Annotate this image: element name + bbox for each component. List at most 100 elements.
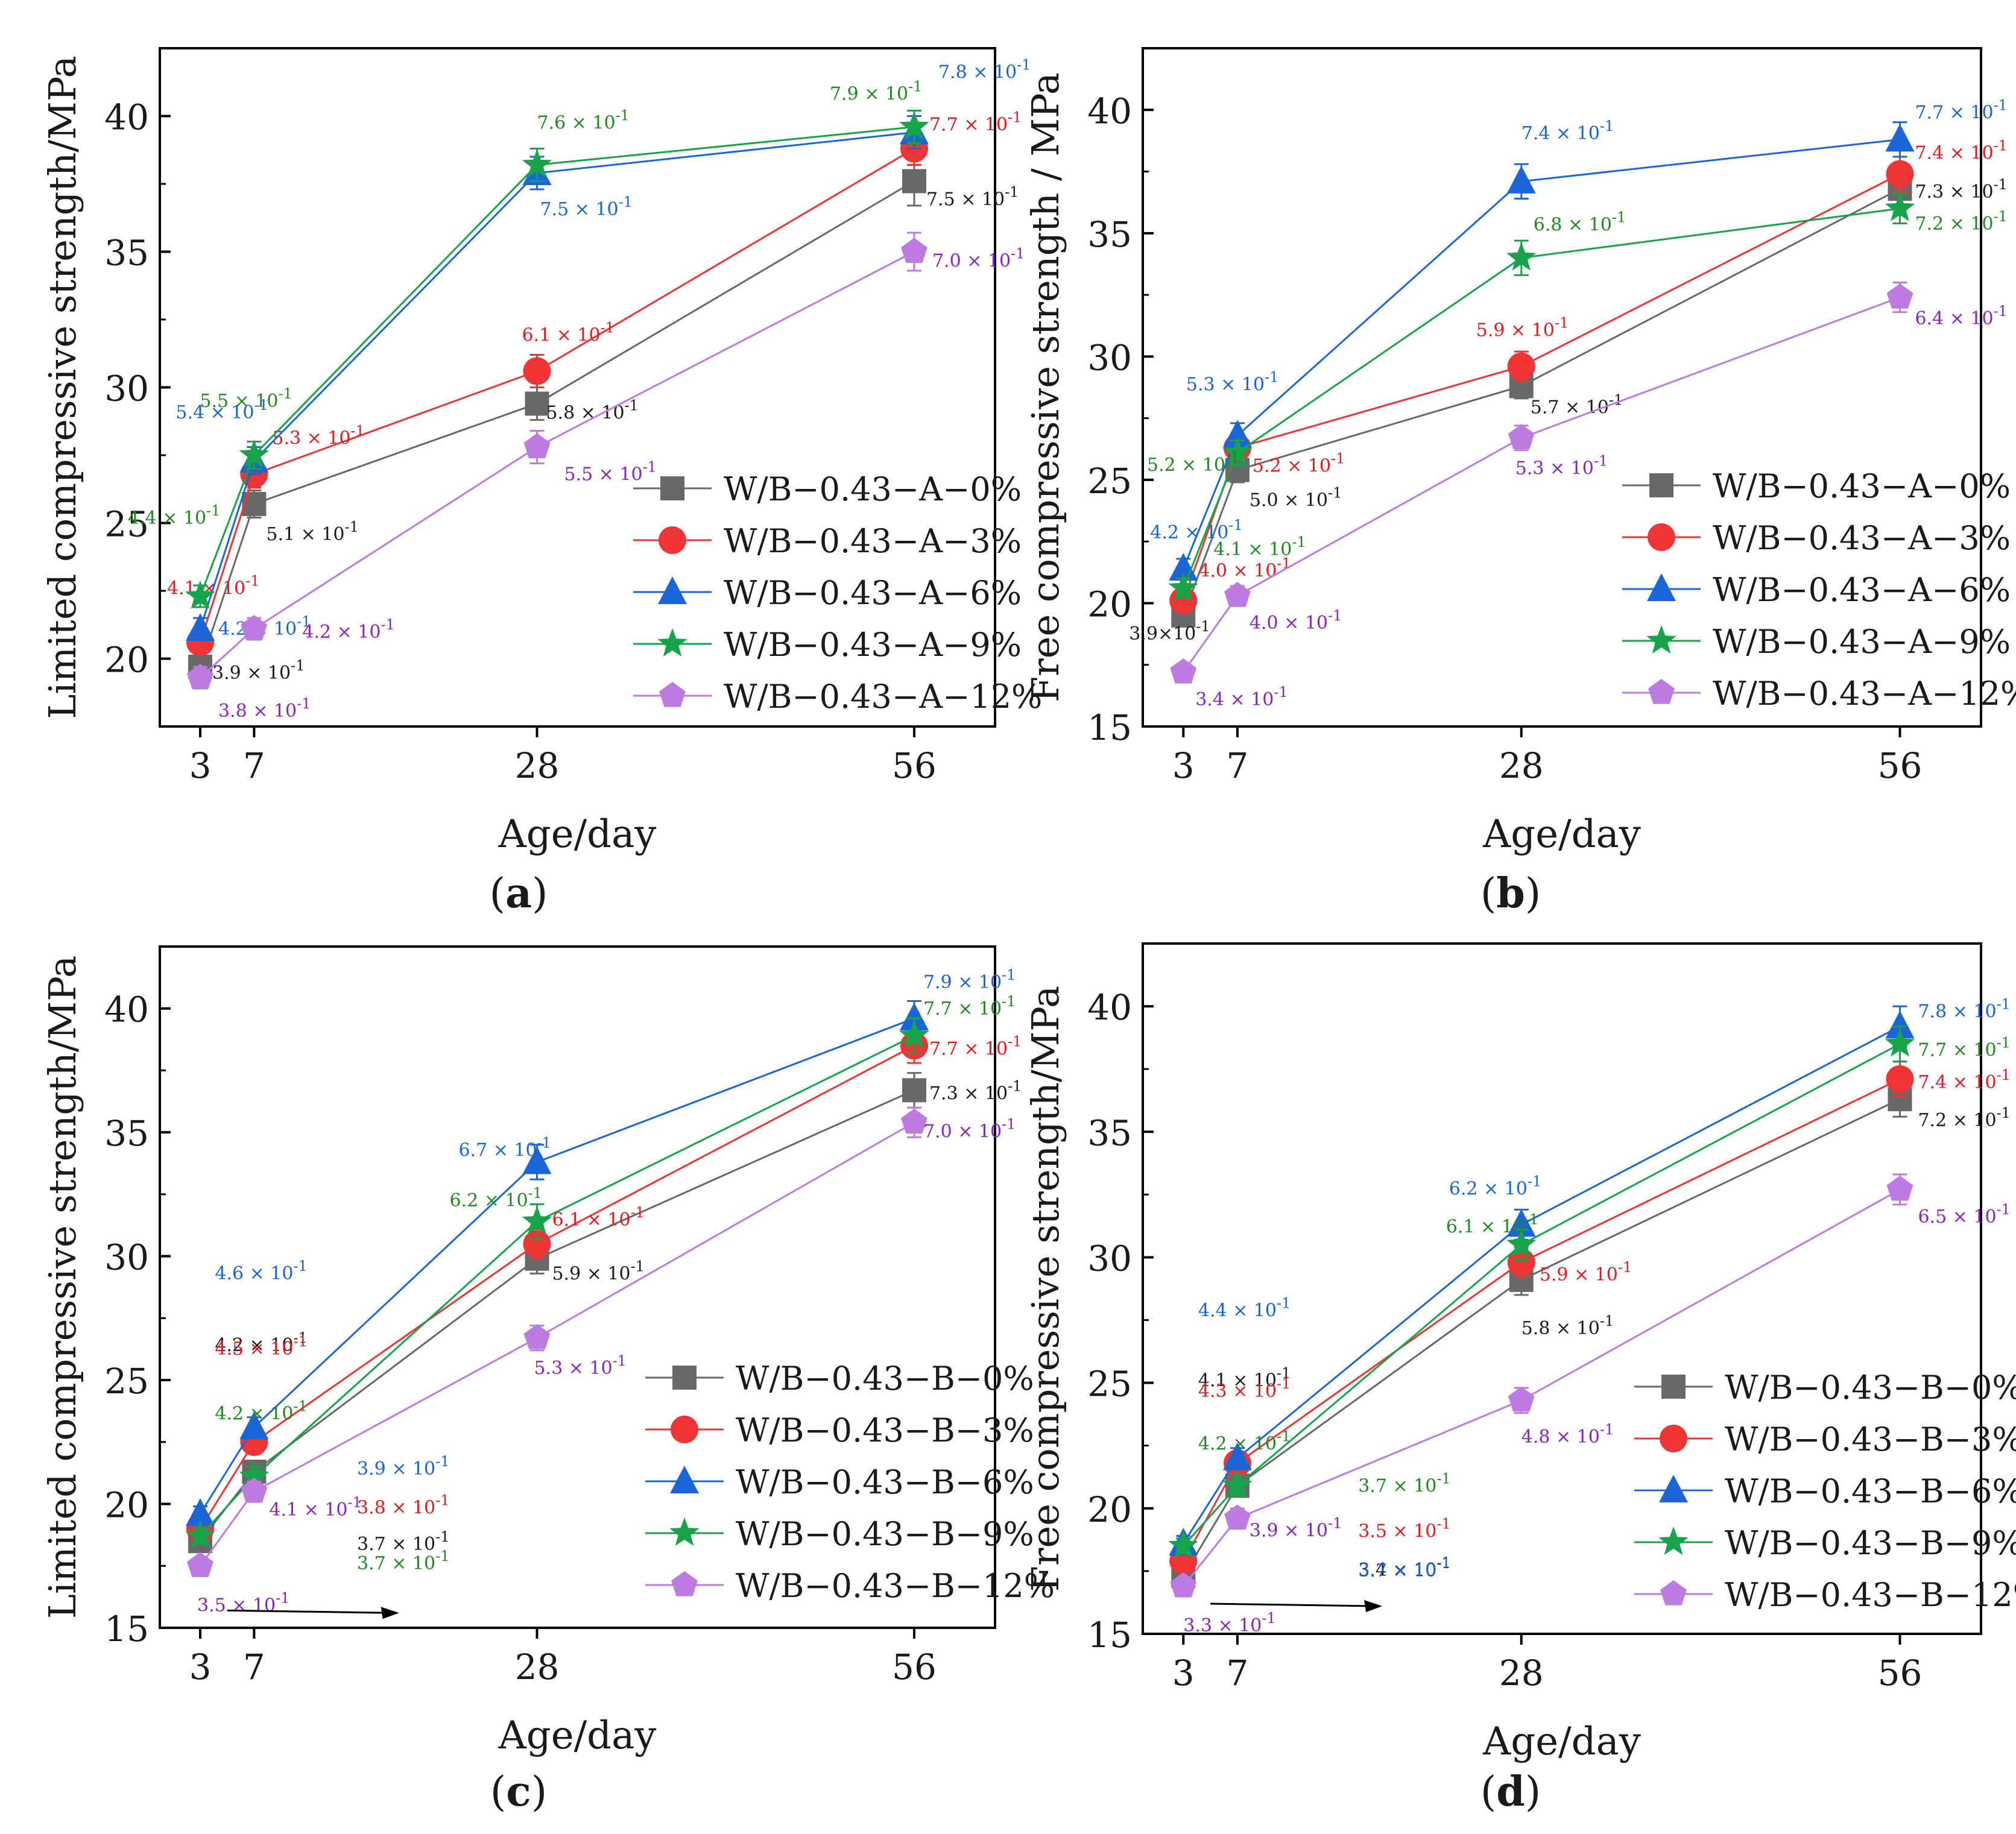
data-label: 7.0 × 10-1 [923,1116,1016,1142]
legend-marker [1661,1375,1686,1399]
data-label: 7.8 × 10-1 [938,57,1031,83]
data-point [1222,1442,1252,1470]
y-tick-label: 40 [1087,90,1132,131]
chart-panel-b: 15 20 25 30 35 40 3 7 28 56 Age/day Free compressiv… [1023,47,2016,857]
data-point [1886,283,1913,309]
y-tick-label: 35 [104,233,149,274]
data-point [901,238,927,263]
data-point [1885,124,1915,152]
data-label: 4.8 × 10-1 [1521,1421,1614,1448]
legend-label: W/B−0.43−B−3% [736,1411,1034,1449]
data-point [239,1411,269,1440]
data-label: 4.6 × 10-1 [215,1258,307,1284]
data-point [1885,192,1915,221]
series-c-2: 3.9 × 10-1 4.6 × 10-1 6.7 × 10-1 7.9 × 10-1 [186,966,1016,1526]
data-label: 3.7 × 10-1 [1358,1555,1450,1581]
y-tick-label: 40 [104,989,149,1030]
data-label: 5.9 × 10-1 [552,1258,644,1285]
data-label: 4.5 × 10-1 [215,1333,307,1360]
data-label: 4.0 × 10-1 [1250,607,1342,634]
data-label: 4.0 × 10-1 [1198,555,1291,581]
data-label: 5.3 × 10-1 [534,1352,626,1379]
data-label: 7.3 × 10-1 [1915,176,2007,203]
y-tick-label: 25 [104,1361,149,1402]
data-point [1170,658,1197,684]
x-tick-label: 7 [1226,745,1248,786]
data-point [899,111,929,140]
legend-marker [659,526,686,554]
legend-marker [1658,1527,1689,1555]
series-line [1182,1078,1901,1561]
data-point [1507,352,1535,380]
data-label: 5.9 × 10-1 [1540,1259,1632,1285]
data-label: 4.2 × 10-1 [302,616,394,643]
y-tick-label: 25 [1087,461,1132,502]
data-point [522,1146,552,1174]
data-point [185,581,215,609]
data-point [522,149,552,178]
data-label: 5.3 × 10-1 [1186,368,1278,395]
data-label: 3.9 × 10-1 [1250,1514,1342,1541]
series-line [1182,138,1900,569]
legend-marker [671,1416,698,1443]
data-point [1885,1028,1915,1057]
legend-marker [1648,679,1675,704]
data-label: 7.7 × 10-1 [929,1033,1022,1059]
y-tick-label: 20 [104,640,149,681]
panel-label-d: (d) [1480,1768,1541,1816]
x-axis-label: Age/day [498,1713,657,1758]
data-point [523,357,551,385]
data-label: 7.0 × 10-1 [932,245,1025,272]
data-label: 4.1 × 10-1 [1213,534,1306,560]
legend-label: W/B−0.43−A−0% [1713,467,2011,505]
y-axis-label: Free compressive strength / MPa [1023,72,1067,702]
annotation-arrow [1210,1602,1374,1607]
y-axis-label: Free compressive strength/MPa [1023,986,1067,1592]
plot-frame [1142,47,1982,728]
data-label: 7.2 × 10-1 [1915,208,2007,235]
series-line [1182,173,1901,601]
series-line [200,251,915,679]
data-label: 3.4 × 10-1 [1358,1554,1450,1581]
data-label: 7.8 × 10-1 [1918,995,2010,1022]
legend-marker [671,1571,698,1596]
series-c-4: 3.5 × 10-1 4.1 × 10-1 5.3 × 10-1 7.0 × 10-1 [187,1106,1016,1616]
data-point [899,1003,929,1031]
data-label: 7.7 × 10-1 [1918,1035,2010,1061]
legend-label: W/B−0.43−B−6% [736,1463,1034,1501]
legend-marker [1660,1425,1687,1452]
data-point [1506,242,1537,271]
data-label: 6.7 × 10-1 [458,1134,551,1161]
data-label: 3.8 × 10-1 [218,695,311,722]
series-line [1182,207,1900,589]
legend-marker [660,476,684,500]
y-tick-label: 20 [1087,1489,1132,1530]
data-label: 3.9 × 10-1 [212,657,305,684]
data-point [899,1019,929,1048]
data-point [187,664,213,689]
legend-marker [670,1466,699,1493]
legend: W/B−0.43−A−0% W/B−0.43−A−3% W/B−0.43−A−6% W… [1622,467,2016,713]
data-label: 7.5 × 10-1 [926,184,1019,210]
legend: W/B−0.43−B−0% W/B−0.43−B−3% W/B−0.43−B−6% W… [645,1360,1055,1605]
data-point [1169,553,1198,581]
y-tick-label: 30 [104,1237,149,1278]
data-label: 5.3 × 10-1 [272,423,364,449]
data-point [1168,572,1198,601]
chart-panel-a: 20 25 30 35 40 3 7 28 56 Age/day Limited compressi… [40,47,1042,857]
y-axis-label: Limited compressive strength/MPa [40,956,84,1619]
legend-label: W/B−0.43−B−12% [1725,1576,2016,1614]
legend-marker [1660,1580,1687,1606]
data-label: 7.6 × 10-1 [537,107,629,134]
plot-frame [1142,942,1982,1635]
data-point [1224,1504,1251,1530]
data-label: 5.3 × 10-1 [1515,452,1608,479]
x-axis-label: Age/day [1482,1719,1641,1764]
legend-marker [1659,1475,1688,1502]
data-label: 4.4 × 10-1 [128,502,220,529]
x-tick-label: 28 [515,1647,560,1687]
annotation-arrowhead [1364,1600,1383,1613]
data-label: 6.1 × 10-1 [1446,1211,1538,1238]
data-label: 6.2 × 10-1 [449,1185,542,1211]
x-tick-label: 28 [1499,745,1544,786]
